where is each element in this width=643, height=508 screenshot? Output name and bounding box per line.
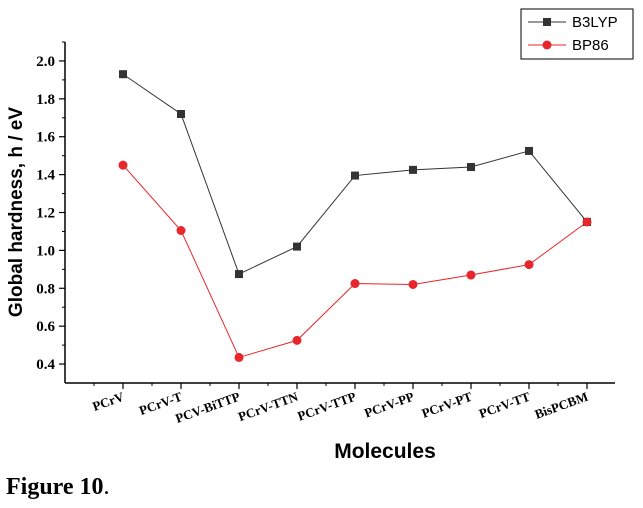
legend-marker-b3lyp <box>543 18 551 26</box>
data-point-b3lyp <box>351 171 359 180</box>
data-point-b3lyp <box>409 165 417 174</box>
data-point-bp86 <box>118 160 128 170</box>
y-tick-label: 2.0 <box>36 54 55 70</box>
data-point-b3lyp <box>235 270 243 279</box>
legend: B3LYP BP86 <box>520 8 634 60</box>
y-tick-label: 1.0 <box>36 243 55 259</box>
data-point-b3lyp <box>177 109 185 118</box>
data-point-b3lyp <box>293 242 301 251</box>
data-point-b3lyp <box>525 146 533 155</box>
data-point-b3lyp <box>467 163 475 172</box>
data-point-bp86 <box>466 270 476 280</box>
x-tick-label: PCV-BiTTP <box>173 389 242 426</box>
y-tick-label: 1.2 <box>36 206 55 222</box>
series-line-bp86 <box>122 164 588 359</box>
y-axis-title: Global hardness, h / eV <box>6 107 27 317</box>
figure-caption: Figure 10. <box>6 474 110 501</box>
data-point-bp86 <box>176 225 186 235</box>
y-tick-label: 1.4 <box>36 168 55 184</box>
data-point-b3lyp <box>119 70 127 79</box>
plot-area <box>64 42 615 384</box>
chart: 0.40.60.81.01.21.41.61.82.0 PCrV PCrV-TPC… <box>6 8 634 463</box>
legend-label-bp86: BP86 <box>572 37 609 54</box>
y-tick-label: 1.6 <box>36 130 55 146</box>
legend-box <box>520 8 634 60</box>
data-point-bp86 <box>234 352 244 362</box>
figure-label-suffix: . <box>103 474 110 500</box>
legend-marker-bp86 <box>542 40 552 50</box>
y-tick-label: 0.8 <box>36 281 55 297</box>
data-point-bp86 <box>582 217 592 227</box>
series-layer <box>118 70 592 362</box>
y-tick-label: 1.8 <box>36 92 55 108</box>
x-tick-label: PCrV-PP <box>362 389 416 421</box>
data-point-bp86 <box>350 279 360 289</box>
data-point-bp86 <box>292 335 302 345</box>
figure-label: Figure 10 <box>6 474 104 500</box>
x-tick-label: PCrV-TTP <box>295 389 358 424</box>
data-point-bp86 <box>524 260 534 270</box>
x-axis-title: Molecules <box>334 440 436 463</box>
x-tick-label: PCrV-TT <box>477 389 532 421</box>
x-tick-label: PCrV-PT <box>420 389 475 421</box>
y-ticks: 0.4 0.6 0.8 1.0 1.2 1.4 1.6 1.8 2.0 <box>36 41 65 373</box>
x-tick-label: PCrV-TTN <box>236 389 301 425</box>
y-tick-label: 0.6 <box>36 319 55 335</box>
x-tick-label: PCrV <box>90 389 126 414</box>
legend-label-b3lyp: B3LYP <box>572 14 618 31</box>
x-tick-label: BisPCBM <box>533 389 590 422</box>
data-point-bp86 <box>408 279 418 289</box>
y-tick-label: 0.4 <box>36 357 55 373</box>
